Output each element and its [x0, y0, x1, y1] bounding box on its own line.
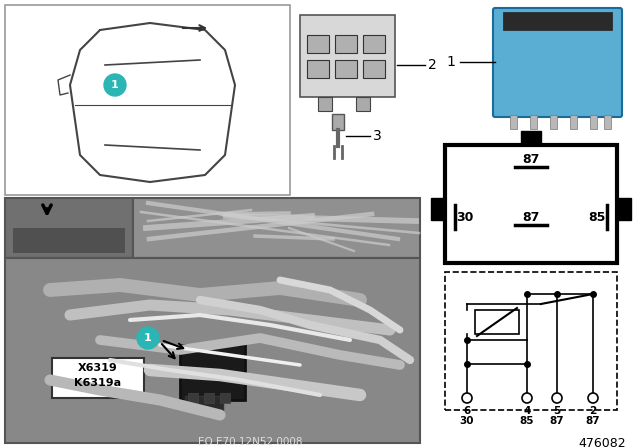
Circle shape [462, 393, 472, 403]
Bar [550, 115, 557, 129]
Bar [318, 97, 332, 111]
Text: 85: 85 [520, 416, 534, 426]
Bar [5, 198, 133, 258]
Bar [52, 358, 144, 398]
Text: 1: 1 [111, 80, 119, 90]
Bar [445, 272, 617, 410]
Text: X6319: X6319 [78, 363, 118, 373]
Text: 30: 30 [456, 211, 474, 224]
Text: EO E70 12N52 0008: EO E70 12N52 0008 [198, 437, 302, 447]
Bar [185, 396, 223, 410]
Text: 5: 5 [554, 406, 561, 416]
Bar [204, 393, 214, 403]
Bar [335, 35, 357, 53]
Bar [431, 198, 445, 220]
Bar [475, 310, 519, 334]
Bar [356, 97, 370, 111]
Bar [300, 15, 395, 97]
Text: 87: 87 [522, 211, 540, 224]
Circle shape [588, 393, 598, 403]
Bar [604, 115, 611, 129]
Bar [510, 115, 517, 129]
Text: 476082: 476082 [578, 436, 626, 448]
Text: 6: 6 [463, 406, 470, 416]
Text: 87: 87 [522, 152, 540, 165]
Bar [307, 60, 329, 78]
Bar [133, 198, 420, 258]
Bar [445, 145, 617, 263]
Text: 30: 30 [460, 416, 474, 426]
Bar [188, 393, 198, 403]
Text: 2: 2 [428, 58, 436, 72]
Bar [5, 5, 290, 195]
Text: 87: 87 [586, 416, 600, 426]
Bar [363, 60, 385, 78]
Bar [13, 228, 125, 253]
Bar [335, 60, 357, 78]
FancyBboxPatch shape [493, 8, 622, 117]
Bar [503, 12, 612, 30]
Circle shape [522, 393, 532, 403]
Bar [5, 258, 420, 443]
Text: 2: 2 [589, 406, 596, 416]
Bar [467, 340, 527, 364]
Text: K6319a: K6319a [74, 378, 122, 388]
Bar [590, 115, 597, 129]
Text: 1: 1 [144, 333, 152, 343]
Bar [307, 35, 329, 53]
Circle shape [552, 393, 562, 403]
Bar [521, 131, 541, 145]
Text: 1: 1 [446, 55, 455, 69]
Text: 85: 85 [588, 211, 605, 224]
Text: 87: 87 [550, 416, 564, 426]
Text: 3: 3 [373, 129, 381, 143]
Bar [570, 115, 577, 129]
Circle shape [137, 327, 159, 349]
Bar [180, 345, 245, 400]
Bar [530, 115, 537, 129]
Bar [220, 393, 230, 403]
Bar [332, 114, 344, 130]
Bar [363, 35, 385, 53]
Bar [617, 198, 631, 220]
Circle shape [104, 74, 126, 96]
Text: 4: 4 [524, 406, 531, 416]
